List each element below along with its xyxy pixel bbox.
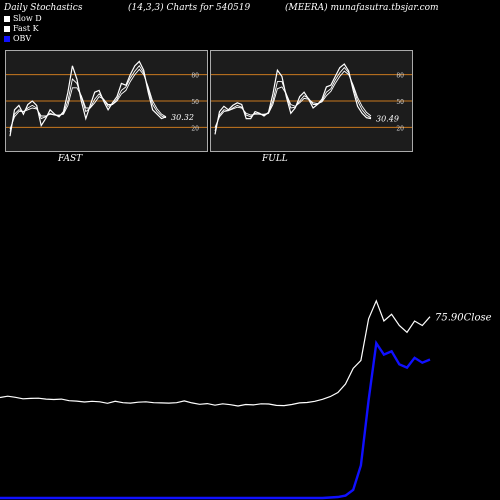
close-value-label: 75.90Close — [435, 313, 492, 324]
full-series-line-1 — [214, 66, 372, 132]
legend-item-fast-k: Fast K — [4, 24, 42, 34]
chart-params: (14,3,3) Charts for 540519 — [128, 3, 251, 13]
legend: Slow D Fast K OBV — [4, 14, 42, 44]
site-name: (MEERA) munafasutra.tbsjar.com — [285, 3, 439, 13]
full-level-20-label: 20 — [396, 125, 404, 132]
legend-swatch-slow-d — [4, 16, 10, 22]
full-level-50-label: 50 — [396, 99, 404, 106]
fast-panel-label: FAST — [58, 154, 83, 164]
full-stochastic-chart: 20 50 80 30.49 — [211, 63, 412, 135]
legend-label-slow-d: Slow D — [13, 14, 42, 23]
fast-series-line-1 — [9, 65, 167, 132]
fast-series-line-2 — [9, 68, 167, 130]
legend-swatch-fast-k — [4, 26, 10, 32]
legend-swatch-obv — [4, 36, 10, 42]
full-series-line-2 — [214, 70, 372, 128]
full-series-line-0 — [214, 63, 372, 135]
chart-title: Daily Stochastics — [4, 3, 83, 13]
obv-line — [0, 339, 431, 500]
fast-stochastic-chart: 20 50 80 30.32 — [6, 60, 207, 137]
fast-level-80-label: 80 — [191, 73, 199, 80]
full-value-label: 30.49 — [376, 115, 399, 124]
close-price-line — [0, 299, 431, 407]
fast-series-line-0 — [9, 60, 167, 137]
full-stochastic-panel: 20 50 80 30.49 — [210, 50, 413, 152]
fast-value-label: 30.32 — [171, 113, 194, 122]
fast-stochastic-panel: 20 50 80 30.32 — [5, 50, 208, 152]
legend-item-slow-d: Slow D — [4, 14, 42, 24]
legend-label-obv: OBV — [13, 34, 32, 43]
price-obv-chart: 75.90Close — [0, 299, 492, 500]
fast-level-20-label: 20 — [191, 125, 199, 132]
fast-level-50-label: 50 — [191, 99, 199, 106]
full-level-80-label: 80 — [396, 73, 404, 80]
legend-label-fast-k: Fast K — [13, 24, 39, 33]
legend-item-obv: OBV — [4, 34, 42, 44]
full-panel-label: FULL — [262, 154, 288, 164]
